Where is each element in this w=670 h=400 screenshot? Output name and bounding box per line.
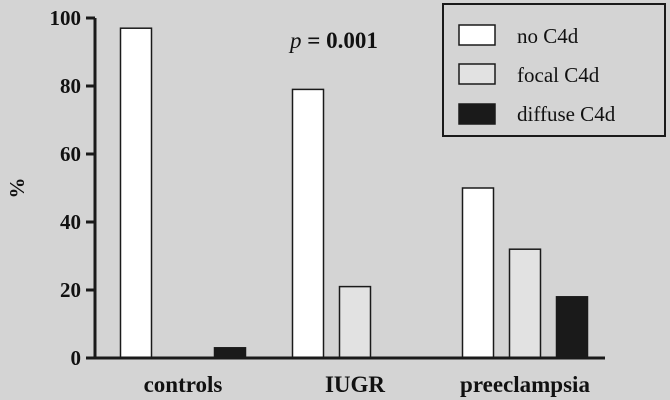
- bar-preeclampsia-diffuse-c4d: [555, 296, 589, 359]
- legend: no C4d focal C4d diffuse C4d: [442, 3, 666, 137]
- bar-controls-diffuse-c4d: [213, 347, 247, 359]
- legend-label-diffuse-c4d: diffuse C4d: [517, 102, 616, 126]
- legend-swatch-focal-c4d: [458, 63, 496, 85]
- y-tick-label: 40: [60, 210, 81, 234]
- x-tick-label: controls: [144, 372, 223, 397]
- p-symbol: p: [288, 28, 302, 53]
- p-value-annotation: p = 0.001: [288, 28, 378, 53]
- x-tick-label: preeclampsia: [460, 372, 590, 397]
- y-axis-label: %: [5, 178, 29, 199]
- bar-preeclampsia-no-c4d: [461, 187, 495, 359]
- y-tick-label: 60: [60, 142, 81, 166]
- legend-label-focal-c4d: focal C4d: [517, 63, 600, 87]
- y-tick-label: 20: [60, 278, 81, 302]
- bars-group: [119, 27, 589, 359]
- x-tick-label: IUGR: [325, 372, 385, 397]
- legend-swatch-diffuse-c4d: [458, 103, 496, 125]
- bar-IUGR-focal-c4d: [338, 285, 372, 359]
- p-value: = 0.001: [302, 28, 378, 53]
- bar-IUGR-no-c4d: [291, 88, 325, 359]
- axes-group: 0 20 40 60 80 100 controls IUGR preeclampsia: [50, 6, 605, 397]
- bar-controls-no-c4d: [119, 27, 153, 359]
- legend-label-no-c4d: no C4d: [517, 24, 579, 48]
- legend-swatch-no-c4d: [458, 24, 496, 46]
- y-tick-label: 0: [71, 346, 82, 370]
- y-tick-label: 80: [60, 74, 81, 98]
- y-tick-label: 100: [50, 6, 82, 30]
- bar-preeclampsia-focal-c4d: [508, 248, 542, 359]
